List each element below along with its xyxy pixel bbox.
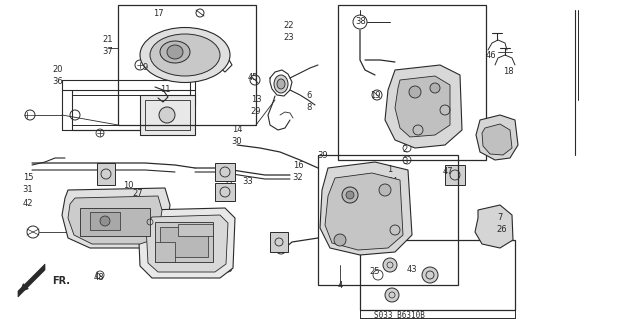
Circle shape	[379, 184, 391, 196]
Circle shape	[430, 83, 440, 93]
Text: 4: 4	[337, 280, 342, 290]
Text: 18: 18	[502, 68, 513, 77]
Circle shape	[383, 258, 397, 272]
Polygon shape	[482, 124, 512, 155]
Circle shape	[409, 86, 421, 98]
Text: 7: 7	[497, 213, 502, 222]
Text: 48: 48	[93, 273, 104, 283]
Text: 41: 41	[483, 133, 493, 143]
Text: 34: 34	[221, 164, 231, 173]
Text: 16: 16	[292, 160, 303, 169]
Bar	[97, 163, 115, 185]
Circle shape	[346, 191, 354, 199]
Text: 39: 39	[317, 151, 328, 160]
Text: 27: 27	[132, 189, 143, 198]
Ellipse shape	[277, 79, 285, 89]
Text: 22: 22	[284, 20, 294, 29]
Text: 42: 42	[23, 199, 33, 209]
Text: 32: 32	[292, 173, 303, 182]
Text: 17: 17	[153, 10, 163, 19]
Circle shape	[159, 107, 175, 123]
Text: 2: 2	[403, 145, 408, 154]
Text: 6: 6	[307, 91, 312, 100]
Ellipse shape	[160, 41, 190, 63]
Text: 10: 10	[123, 182, 133, 190]
Ellipse shape	[150, 34, 220, 76]
Bar	[118, 5, 256, 125]
Text: 47: 47	[443, 167, 453, 176]
Text: 33: 33	[243, 177, 253, 187]
Polygon shape	[146, 215, 228, 272]
Text: 25: 25	[370, 268, 380, 277]
Polygon shape	[138, 208, 235, 278]
Text: 45: 45	[248, 73, 259, 83]
Text: 19: 19	[370, 91, 380, 100]
Bar	[318, 155, 458, 285]
Text: 23: 23	[284, 33, 294, 41]
Circle shape	[385, 288, 399, 302]
Polygon shape	[320, 162, 412, 255]
Text: 14: 14	[232, 125, 243, 135]
Ellipse shape	[274, 75, 288, 93]
Text: 28: 28	[144, 202, 154, 211]
Bar	[155, 222, 213, 262]
Bar	[360, 240, 515, 310]
Text: 38: 38	[356, 18, 366, 26]
Text: 31: 31	[22, 186, 33, 195]
Circle shape	[342, 187, 358, 203]
Bar	[80, 208, 150, 236]
Text: 40: 40	[188, 263, 198, 272]
Text: 24: 24	[388, 177, 398, 187]
Text: 12: 12	[132, 202, 143, 211]
Text: 5: 5	[369, 204, 374, 212]
Text: 1: 1	[387, 166, 392, 174]
Polygon shape	[475, 205, 513, 248]
Polygon shape	[325, 173, 403, 250]
Text: 20: 20	[52, 65, 63, 75]
Bar	[155, 242, 175, 262]
Text: 9: 9	[142, 63, 148, 72]
Text: 3: 3	[403, 158, 408, 167]
Bar	[160, 227, 208, 257]
Text: 49: 49	[100, 170, 110, 180]
Polygon shape	[68, 196, 162, 244]
Text: 37: 37	[102, 48, 113, 56]
Bar	[215, 163, 235, 181]
Bar	[270, 232, 288, 252]
Polygon shape	[385, 65, 462, 148]
Text: 8: 8	[307, 102, 312, 112]
Text: 29: 29	[251, 108, 261, 116]
Text: 15: 15	[23, 174, 33, 182]
Text: S033 B6310B: S033 B6310B	[374, 310, 425, 319]
Text: FR.: FR.	[52, 276, 70, 286]
Circle shape	[100, 216, 110, 226]
Text: 13: 13	[251, 95, 261, 105]
Polygon shape	[18, 264, 45, 297]
Circle shape	[422, 267, 438, 283]
Text: 43: 43	[406, 265, 417, 275]
Polygon shape	[476, 115, 518, 160]
Ellipse shape	[167, 45, 183, 59]
Text: 30: 30	[232, 137, 243, 146]
Polygon shape	[62, 188, 170, 248]
Text: 26: 26	[497, 226, 508, 234]
Text: 35: 35	[223, 177, 234, 187]
Bar	[338, 5, 486, 160]
Bar	[215, 183, 235, 201]
Bar	[140, 95, 195, 135]
Circle shape	[334, 234, 346, 246]
Polygon shape	[395, 76, 450, 137]
Text: 36: 36	[52, 78, 63, 86]
Bar	[90, 212, 120, 230]
Ellipse shape	[140, 27, 230, 83]
Bar	[445, 165, 465, 185]
Text: 21: 21	[103, 35, 113, 44]
Text: 11: 11	[160, 85, 170, 93]
Bar	[145, 100, 190, 130]
Bar	[178, 224, 213, 236]
Text: 46: 46	[486, 51, 496, 61]
Text: 44: 44	[330, 234, 340, 242]
